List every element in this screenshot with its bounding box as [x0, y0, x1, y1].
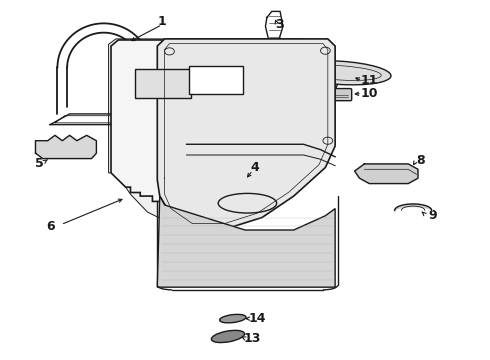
- Text: 1: 1: [158, 14, 167, 27]
- Ellipse shape: [211, 330, 245, 343]
- Polygon shape: [111, 40, 294, 202]
- Polygon shape: [157, 196, 335, 287]
- Text: 2: 2: [182, 107, 191, 120]
- Text: 8: 8: [416, 154, 425, 167]
- Polygon shape: [355, 164, 418, 184]
- Polygon shape: [157, 39, 335, 228]
- Ellipse shape: [220, 314, 246, 323]
- Text: 6: 6: [46, 220, 54, 233]
- Text: 11: 11: [361, 74, 378, 87]
- Text: 10: 10: [361, 87, 378, 100]
- Text: 9: 9: [428, 209, 437, 222]
- Text: 12: 12: [292, 87, 309, 100]
- Ellipse shape: [289, 61, 391, 85]
- Bar: [135, 68, 192, 98]
- Polygon shape: [35, 135, 97, 158]
- Text: 3: 3: [275, 18, 283, 31]
- Bar: [189, 66, 243, 94]
- Text: 5: 5: [35, 157, 44, 170]
- Text: 13: 13: [244, 333, 261, 346]
- FancyBboxPatch shape: [325, 89, 352, 101]
- Text: 14: 14: [248, 312, 266, 325]
- Text: 4: 4: [250, 161, 259, 174]
- Bar: [133, 78, 192, 109]
- Text: 7: 7: [202, 113, 210, 126]
- FancyBboxPatch shape: [312, 91, 326, 101]
- Polygon shape: [109, 39, 311, 226]
